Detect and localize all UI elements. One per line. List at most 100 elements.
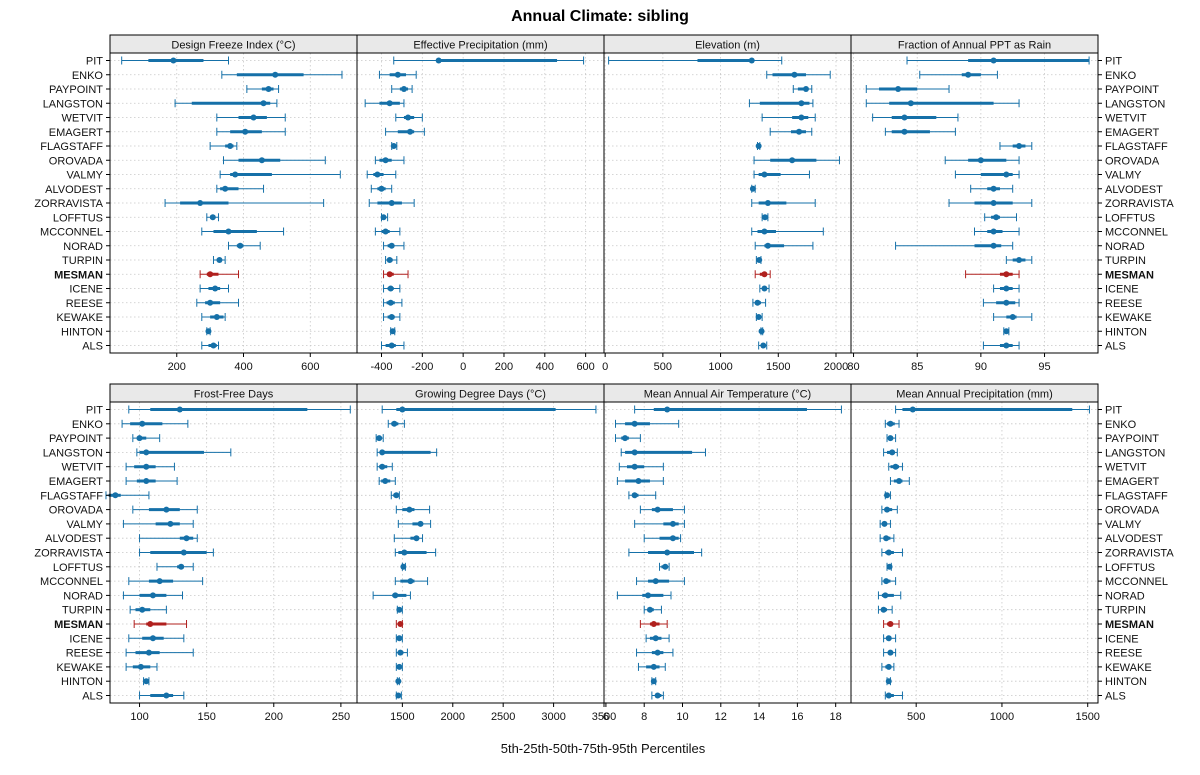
median-point [901,128,908,135]
site-mark-lofftus [380,213,389,222]
x-tick-label: 3000 [541,711,565,723]
site-label-emagert: EMAGERT [49,127,103,139]
site-label-kewake: KEWAKE [56,312,103,324]
site-label-turpin: TURPIN [62,255,103,267]
median-point [396,606,403,613]
x-tick-label: 85 [911,361,923,373]
panel-title: Growing Degree Days (°C) [415,389,546,401]
site-mark-wetvit [872,113,959,122]
median-point [258,157,265,164]
median-point [170,57,177,64]
site-mark-norad [227,241,261,250]
median-point [272,71,279,78]
median-point [990,200,997,206]
median-point [391,420,398,427]
panel-8: Mean Annual Precipitation (mm) 500 1000 150… [850,383,1174,723]
median-point [237,242,244,249]
median-point [990,57,997,64]
panel-title: Frost-Free Days [194,389,274,401]
median-point [143,449,150,456]
site-mark-mcconnel [201,227,285,236]
site-label-orovada: OROVADA [1105,505,1160,517]
median-point [977,157,984,164]
x-tick-label: -400 [370,361,392,373]
median-point [400,563,407,570]
site-label-als: ALS [1105,341,1126,353]
median-point [885,692,892,699]
site-mark-zorravista [139,548,214,557]
site-mark-zorravista [394,548,437,557]
panel-7: Mean Annual Air Temperature (°C) 6 8 10 12 14… [603,383,852,723]
site-mark-pit [128,405,351,414]
site-label-norad: NORAD [1105,241,1145,253]
site-mark-zorravista [751,199,816,207]
median-point [631,449,638,456]
panel-title: Design Freeze Index (°C) [171,40,295,52]
median-point [396,663,403,670]
site-mark-hinton [885,677,892,686]
site-mark-icene [199,284,229,293]
site-mark-turpin [385,256,398,264]
site-mark-lofftus [400,562,407,571]
site-label-flagstaff: FLAGSTAFF [1105,490,1168,502]
site-mark-turpin [129,605,167,614]
median-point [796,128,803,135]
site-label-langston: LANGSTON [43,98,103,110]
median-point [387,285,394,292]
median-point [197,200,204,206]
median-point [176,406,183,413]
site-label-als: ALS [1105,691,1126,703]
site-mark-flagstaff [390,142,398,150]
median-point [761,271,768,278]
median-point [213,314,220,320]
site-mark-norad [372,591,411,600]
median-point [388,200,395,206]
panel-3: Elevation (m) 0 500 1000 1500 2000 [602,34,852,373]
site-mark-norad [877,591,902,600]
site-label-mesman: MESMAN [54,619,103,631]
site-label-icene: ICENE [1105,284,1139,296]
site-mark-alvodest [879,534,895,543]
site-mark-pit [121,56,229,65]
median-point [764,242,771,249]
x-tick-label: 0 [460,361,466,373]
site-mark-zorravista [881,548,903,557]
site-label-reese: REESE [1105,648,1142,660]
site-mark-enko [884,419,900,428]
site-mark-icene [883,634,897,643]
median-point [990,228,997,235]
median-point [901,114,908,121]
median-point [379,449,386,456]
site-mark-hinton [389,327,396,336]
site-mark-emagert [378,477,396,485]
site-mark-norad [383,241,405,250]
panel-title: Mean Annual Precipitation (mm) [896,389,1053,401]
site-mark-zorravista [164,199,325,207]
median-point [654,506,661,513]
site-mark-orovada [944,156,1020,165]
site-mark-langston [620,448,706,457]
site-mark-emagert [616,477,664,485]
median-point [435,57,442,64]
site-mark-zorravista [628,548,703,557]
median-point [183,535,190,542]
median-point [397,649,404,656]
site-mark-reese [883,648,897,657]
median-point [662,563,669,570]
median-point [407,128,414,135]
median-point [388,242,395,249]
median-point [387,299,394,306]
site-mark-mesman [133,620,188,628]
site-mark-als [651,691,664,700]
site-label-paypoint: PAYPOINT [1105,433,1159,445]
median-point [669,535,676,542]
site-label-icene: ICENE [1105,633,1139,645]
panel-title: Fraction of Annual PPT as Rain [898,40,1051,52]
median-point [664,406,671,413]
median-point [990,242,997,249]
site-mark-pit [608,56,783,65]
site-mark-langston [136,448,232,457]
panel-title: Mean Annual Air Temperature (°C) [644,389,811,401]
x-tick-label: 600 [301,361,319,373]
site-mark-turpin [755,256,763,264]
